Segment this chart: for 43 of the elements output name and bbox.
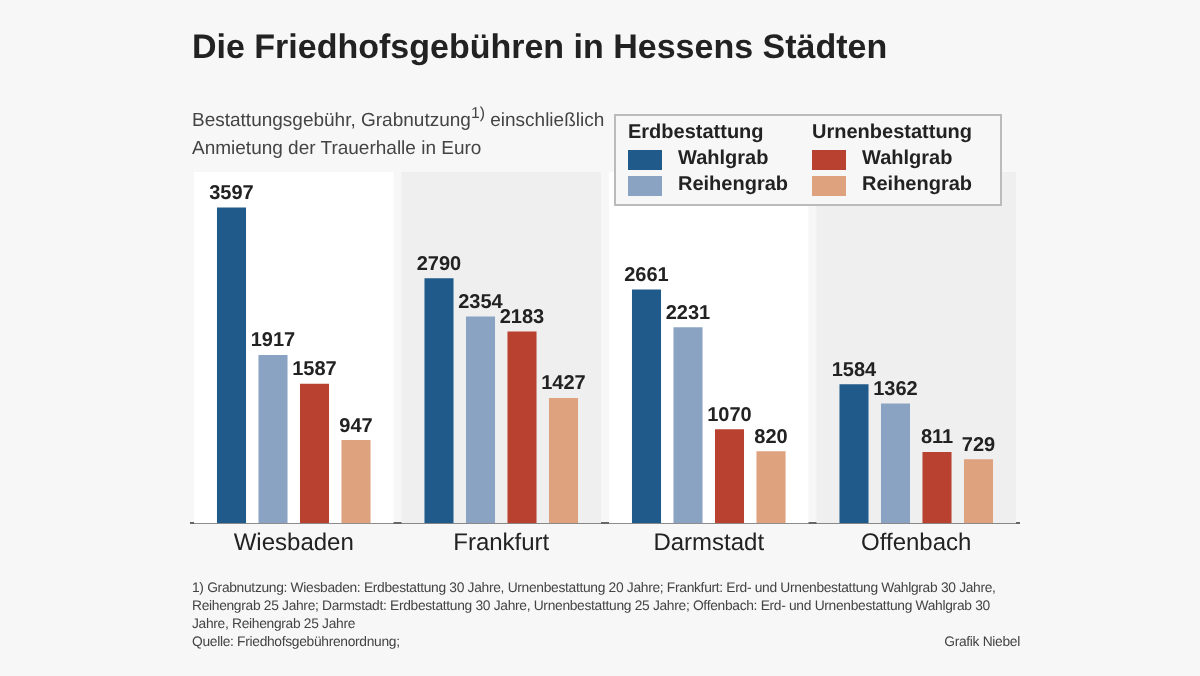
data-label: 2661 (624, 265, 670, 288)
legend-label: Reihengrab (678, 174, 789, 196)
bar (631, 289, 662, 524)
text: Erdbestattung (628, 122, 766, 144)
bar (714, 429, 745, 524)
bar (258, 354, 288, 524)
data-label: 2231 (665, 302, 712, 325)
text: Urnenbestattung (812, 122, 973, 144)
bar (216, 207, 247, 524)
data-label: 729 (961, 434, 997, 457)
data-label: 1070 (707, 404, 753, 427)
data-label: 811 (920, 427, 954, 450)
bar (673, 327, 703, 524)
data-label: 2183 (499, 307, 546, 330)
bar (341, 440, 371, 524)
chart-subtitle: Bestattungsgebühr, Grabnutzung$^{1)}$ einschließlich Anmietung der Trauerhalle in Euro (192, 104, 605, 161)
bar (548, 397, 579, 524)
chart-title: Die Friedhofsgebühren in Hessens Städten (192, 28, 888, 68)
data-label: 1587 (292, 359, 338, 382)
bar (839, 384, 869, 524)
bar (299, 383, 330, 524)
data-label: 1427 (541, 373, 587, 396)
legend-label: Wahlgrab (678, 148, 769, 170)
legend-label: Reihengrab (862, 174, 973, 196)
x-tick-label: Wiesbaden (233, 528, 354, 557)
bar (963, 459, 994, 524)
bar (507, 331, 537, 524)
data-label: 1584 (831, 359, 878, 382)
x-tick-label: Darmstadt (653, 528, 766, 557)
bar (922, 451, 952, 524)
data-label: 2790 (416, 253, 463, 276)
data-label: 820 (754, 426, 789, 449)
bar (756, 451, 786, 524)
data-label: 947 (339, 415, 374, 438)
x-tick-label: Frankfurt (453, 528, 551, 557)
x-tick-label: Offenbach (861, 528, 972, 557)
data-label: 1917 (250, 330, 297, 353)
data-label: 1362 (873, 379, 919, 402)
bar (465, 316, 496, 524)
bar (424, 278, 454, 524)
legend-label: Wahlgrab (862, 148, 953, 170)
data-label: 3597 (209, 182, 255, 205)
bar (880, 403, 911, 524)
